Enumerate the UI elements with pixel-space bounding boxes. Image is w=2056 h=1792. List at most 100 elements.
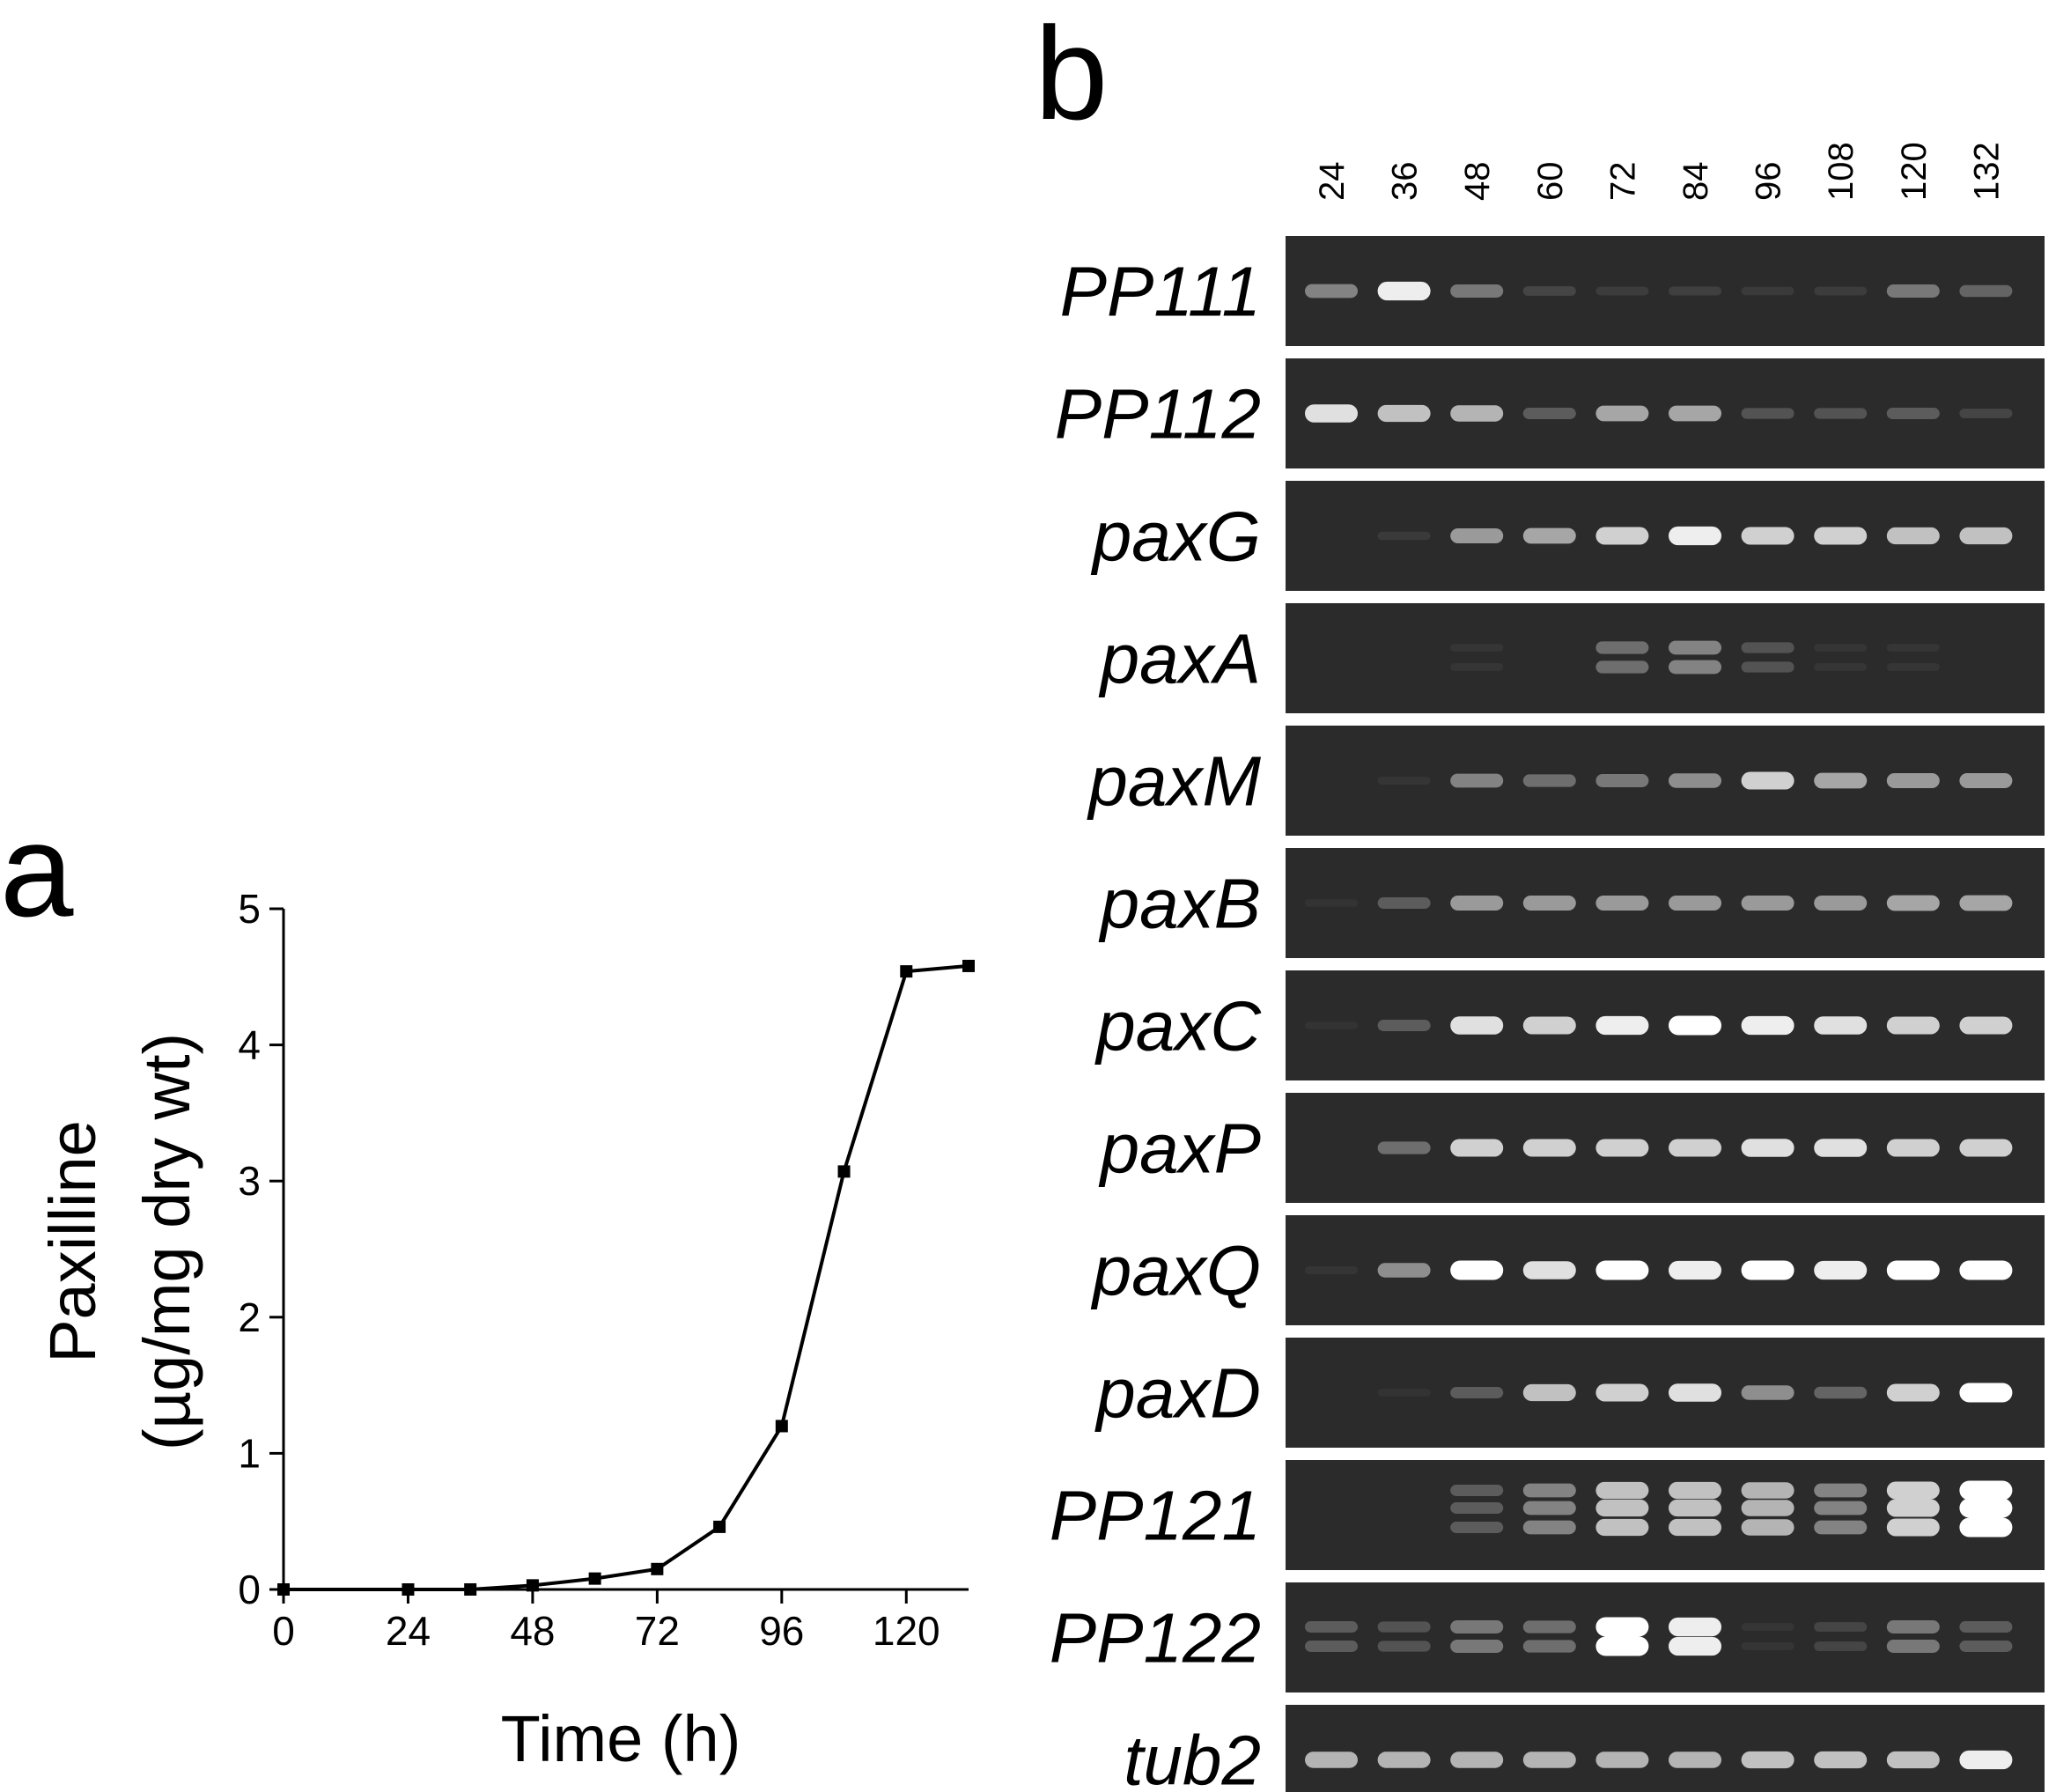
gel-band	[1595, 895, 1649, 911]
gel-band	[1814, 1483, 1868, 1498]
gel-band	[1450, 1640, 1504, 1653]
gel-band	[1959, 409, 2013, 418]
gel-band	[1886, 1481, 1940, 1500]
gel-band	[1450, 1502, 1504, 1514]
lane-label: 60	[1531, 162, 1570, 202]
lane-labels: 24 36 48 60 72 84 96 108 120 132	[1313, 142, 2006, 201]
gel-band	[1814, 527, 1868, 545]
gel-band	[1814, 772, 1868, 789]
gel-row: PP122	[1050, 1582, 2045, 1692]
gel-band	[1886, 663, 1940, 671]
y-tick-label: 1	[238, 1430, 261, 1476]
gel-band	[1741, 1385, 1794, 1400]
gel-band	[1595, 1617, 1649, 1637]
x-tick-label: 24	[386, 1608, 431, 1654]
lane-label: 108	[1822, 142, 1861, 201]
data-point	[402, 1583, 415, 1596]
x-tick-label: 48	[510, 1608, 555, 1654]
gel-band	[1669, 405, 1721, 422]
gel-band	[1522, 1751, 1576, 1768]
gel-row: tub2	[1124, 1705, 2045, 1792]
lane-label: 48	[1458, 162, 1497, 202]
gene-label: paxC	[1094, 987, 1262, 1066]
gel-band	[1595, 1499, 1649, 1517]
gel-band	[1959, 1498, 2013, 1518]
data-point	[526, 1579, 539, 1592]
gene-label: PP111	[1060, 253, 1261, 331]
gel-band	[1741, 1500, 1794, 1516]
gel-band	[1377, 1641, 1431, 1652]
gel-band	[1886, 408, 1940, 419]
gel-row: paxC	[1094, 970, 2045, 1080]
gel-band	[1450, 1387, 1504, 1398]
gel-band	[1522, 527, 1576, 544]
gel-band	[1886, 1260, 1940, 1280]
gel-band	[1450, 1016, 1504, 1035]
gel-band	[1814, 1751, 1868, 1769]
gel-band	[1886, 1640, 1940, 1653]
gel-band	[1595, 1636, 1649, 1656]
gel-row: paxB	[1099, 848, 2045, 958]
gel-band	[1886, 895, 1940, 911]
data-point	[713, 1520, 726, 1533]
gel-band	[1595, 1139, 1649, 1157]
gel-band	[1814, 1260, 1868, 1280]
panel-a-letter: a	[0, 796, 74, 944]
x-tick-label: 120	[873, 1608, 940, 1654]
gel-band	[1595, 1751, 1649, 1768]
gel-band	[1669, 1260, 1721, 1280]
gel-band	[1450, 1620, 1504, 1633]
gel-band	[1886, 1383, 1940, 1402]
gel-row: paxQ	[1091, 1215, 2045, 1325]
gel-band	[1669, 1139, 1721, 1157]
gel-band	[1814, 1641, 1868, 1651]
gel-band	[1595, 527, 1649, 545]
y-tick-label: 3	[238, 1158, 261, 1204]
y-axis-title: Paxilline	[36, 1120, 109, 1363]
gel-band	[1450, 1522, 1504, 1533]
gene-label: paxP	[1099, 1110, 1261, 1188]
gel-band	[1669, 1383, 1721, 1402]
gel-band	[1377, 1751, 1431, 1768]
lane-label: 72	[1603, 162, 1642, 202]
gel-band	[1814, 1622, 1868, 1632]
gel-band	[1959, 1517, 2013, 1538]
gel-band	[1669, 526, 1721, 546]
x-tick-label: 96	[759, 1608, 804, 1654]
gel-band	[1305, 404, 1358, 423]
gel-band	[1959, 1139, 2013, 1157]
gel-band	[1959, 1480, 2013, 1501]
gel-strip	[1286, 603, 2045, 713]
gel-band	[1669, 1481, 1721, 1500]
gel-row: paxM	[1087, 726, 2045, 836]
data-point	[588, 1572, 601, 1585]
gel-band	[1522, 1261, 1576, 1279]
panel-b-letter: b	[1035, 0, 1108, 147]
y-tick-label: 0	[238, 1567, 261, 1612]
gel-band	[1959, 284, 2013, 298]
gel-band	[1595, 405, 1649, 422]
gel-band	[1305, 1751, 1358, 1768]
gel-band	[1741, 1482, 1794, 1499]
gel-band	[1959, 1641, 2013, 1652]
gel-row: paxD	[1094, 1338, 2045, 1448]
gel-row: PP112	[1055, 358, 2045, 468]
gel-band	[1886, 1499, 1940, 1517]
gel-band	[1959, 895, 2013, 911]
gel-rows: PP111 PP112 paxG paxA paxM paxB paxC paxP paxQ pa…	[1050, 236, 2045, 1792]
panel-b-gel-image: b 24 36 48 60 72 84 96 108 120 132 PP111 PP112 paxG…	[1035, 0, 2045, 1792]
gel-band	[1595, 1518, 1649, 1537]
gel-band	[1305, 1266, 1358, 1274]
gel-band	[1450, 644, 1504, 652]
gel-band	[1741, 527, 1794, 545]
gel-band	[1669, 1751, 1721, 1768]
gel-band	[1669, 1617, 1721, 1637]
gel-band	[1522, 1501, 1576, 1515]
gene-label: PP122	[1050, 1599, 1261, 1678]
gel-band	[1669, 286, 1721, 296]
lane-label: 132	[1967, 142, 2006, 201]
gel-band	[1886, 644, 1940, 652]
data-point	[837, 1165, 851, 1178]
gel-band	[1959, 1621, 2013, 1633]
gene-label: paxB	[1099, 865, 1261, 943]
